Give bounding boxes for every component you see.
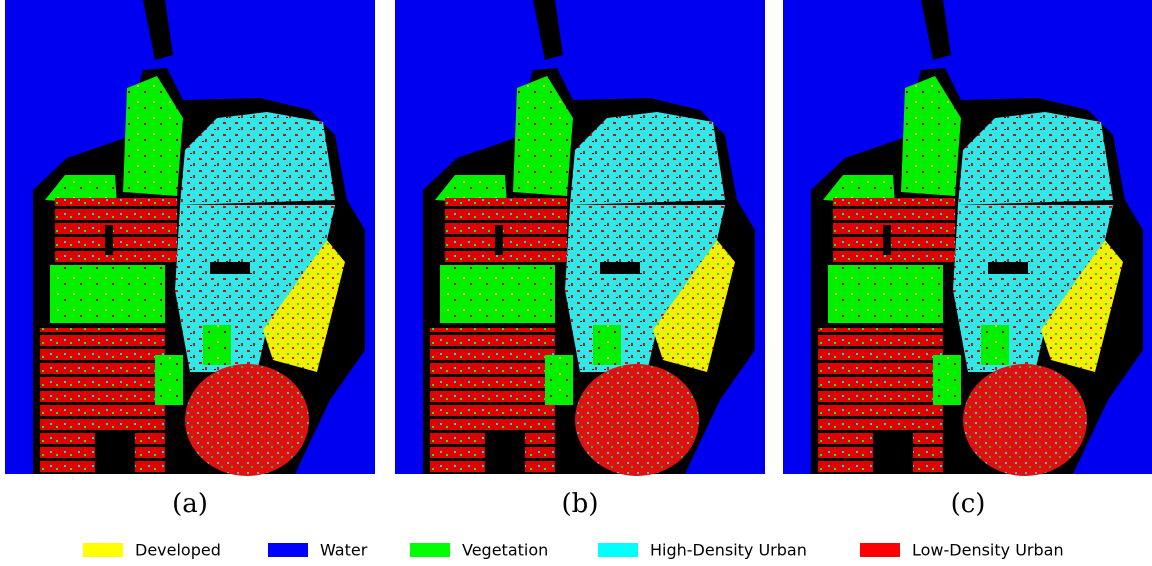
legend-swatch (410, 543, 450, 557)
figure: (a) (b) (c) Developed Water Vegetation High-De… (0, 0, 1152, 566)
panel-caption: (c) (951, 489, 986, 519)
panel-caption: (a) (172, 489, 208, 519)
legend-label: Low-Density Urban (912, 541, 1064, 560)
legend-swatch (268, 543, 308, 557)
legend-label: Water (320, 541, 368, 560)
legend-label: High-Density Urban (650, 541, 807, 560)
panel-caption: (b) (562, 489, 599, 519)
classification-map (5, 0, 375, 476)
legend-swatch (598, 543, 638, 557)
legend-label: Vegetation (462, 541, 548, 560)
page: (a) (b) (c) Developed Water Vegetation High-De… (0, 0, 1152, 566)
legend-label: Developed (135, 541, 221, 560)
legend-swatch (83, 543, 123, 557)
classification-map (395, 0, 765, 476)
legend-swatch (860, 543, 900, 557)
classification-map (783, 0, 1152, 476)
